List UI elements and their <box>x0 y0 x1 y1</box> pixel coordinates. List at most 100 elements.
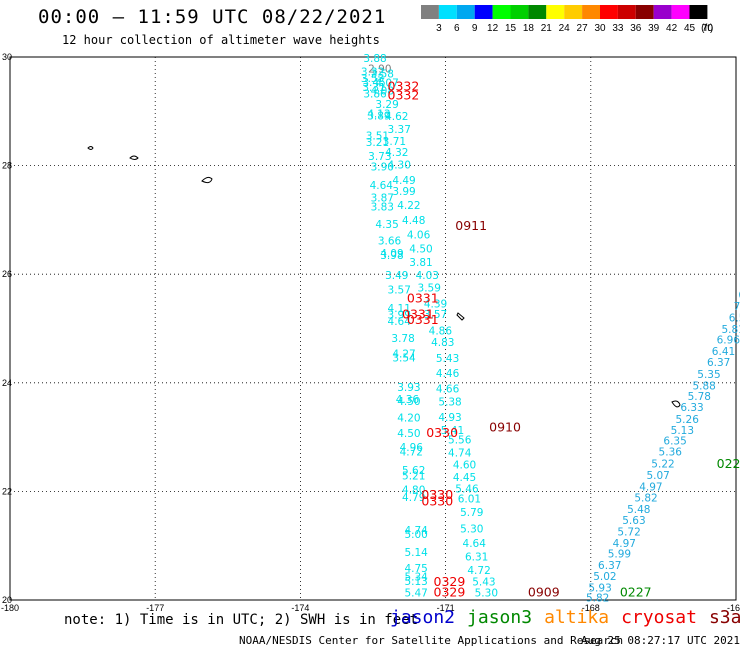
wave-height-obs: 3.32 <box>361 66 384 78</box>
pass-time-label: 0227 <box>620 585 652 600</box>
wave-height-obs: 5.41 <box>441 425 464 437</box>
wave-height-obs: 4.80 <box>402 485 425 497</box>
wave-height-obs: 4.06 <box>407 229 431 241</box>
map-frame <box>9 56 737 601</box>
wave-height-obs: 5.46 <box>455 483 479 495</box>
wave-height-obs: 4.45 <box>453 472 476 484</box>
legend-swatch <box>671 5 690 19</box>
pass-time-label: 0910 <box>489 420 521 435</box>
wave-height-obs: 3.58 <box>371 69 394 81</box>
wave-height-obs: 3.98 <box>380 250 403 262</box>
wave-height-obs: 3.59 <box>418 283 441 295</box>
wave-height-obs: 4.64 <box>370 180 394 192</box>
wave-height-obs: 5.07 <box>646 470 669 482</box>
legend-label: 45 <box>684 23 696 34</box>
pass-time-label: 0330 <box>421 487 453 502</box>
wave-height-obs: 5.13 <box>671 425 694 437</box>
legend-label: 39 <box>648 23 660 34</box>
wave-height-obs: 6.37 <box>598 560 621 572</box>
wave-height-obs: 5.78 <box>688 391 711 403</box>
wave-height-obs: 3.86 <box>363 89 387 101</box>
lon-tick-label: -165 <box>727 603 740 613</box>
wave-height-obs: 4.72 <box>467 565 490 577</box>
wave-height-obs: 5.02 <box>593 571 616 583</box>
lat-tick-label: 26 <box>2 269 12 279</box>
wave-height-obs: 3.78 <box>391 333 414 345</box>
wave-height-obs: 4.11 <box>388 303 411 315</box>
wave-height-obs: 5.88 <box>692 380 715 392</box>
wave-height-obs: 3.51 <box>366 131 389 143</box>
wave-height-obs: 4.97 <box>613 538 636 550</box>
wave-height-obs: 3.83 <box>371 202 394 214</box>
wave-height-obs: 3.21 <box>366 137 389 149</box>
satellite-cryosat: cryosat <box>621 607 697 628</box>
wave-height-obs: 3.90 <box>371 161 394 173</box>
pass-time-label: 0331 <box>407 290 439 305</box>
legend-swatch <box>510 5 529 19</box>
wave-height-obs: 6.37 <box>707 357 730 369</box>
wave-height-obs: 5.30 <box>475 588 498 600</box>
lat-tick-label: 22 <box>2 486 12 496</box>
wave-height-obs: 4.49 <box>392 175 415 187</box>
satellite-altika: altika <box>544 607 610 628</box>
pass-time-label: 0331 <box>407 312 439 327</box>
legend-swatch <box>546 5 565 19</box>
wave-height-obs: 3.49 <box>385 270 408 282</box>
wave-height-obs: 3.73 <box>368 151 391 163</box>
map-subtitle: 12 hour collection of altimeter wave hei… <box>62 33 380 47</box>
wave-height-obs: 6.96 <box>717 335 740 347</box>
wave-height-obs: 3.89 <box>367 110 390 122</box>
legend-unit: (ft) <box>701 23 713 34</box>
wave-height-obs: 3.45 <box>362 77 385 89</box>
wave-height-obs: 3.81 <box>409 257 432 269</box>
wave-height-obs: 4.48 <box>402 215 425 227</box>
satellite-s3a: s3a <box>708 607 740 628</box>
legend-label: 24 <box>559 23 571 34</box>
legend-swatch <box>564 5 583 19</box>
legend-label: 15 <box>505 23 517 34</box>
island-outline <box>129 155 139 160</box>
wave-height-obs: 6.41 <box>712 346 735 358</box>
wave-height-obs: 5.36 <box>659 447 683 459</box>
wave-height-obs: 4.97 <box>639 481 662 493</box>
wave-height-obs: 5.30 <box>460 524 483 536</box>
pass-time-label: 0332 <box>388 79 420 94</box>
wave-height-obs: 3.54 <box>392 353 416 365</box>
wave-height-obs: 3.31 <box>362 82 385 94</box>
legend-label: 42 <box>666 23 678 34</box>
wave-height-obs: 3.87 <box>371 192 394 204</box>
wave-height-obs: 5.72 <box>617 526 640 538</box>
island-outline <box>201 176 213 184</box>
lon-tick-label: -177 <box>146 603 164 613</box>
legend-label: 70 <box>702 23 714 34</box>
legend-swatch <box>492 5 511 19</box>
legend-label: 6 <box>454 23 460 34</box>
wave-height-obs: 5.99 <box>608 549 631 561</box>
wave-height-obs: 3.57 <box>424 309 447 321</box>
legend-label: 12 <box>487 23 499 34</box>
satellite-legend: jason2 jason3 altika cryosat s3a <box>390 607 740 628</box>
wave-height-obs: 6.33 <box>680 402 703 414</box>
legend-label: 30 <box>594 23 606 34</box>
wave-height-obs: 4.75 <box>404 563 427 575</box>
wave-height-obs: 4.96 <box>400 442 424 454</box>
lon-tick-label: -168 <box>582 603 600 613</box>
legend-swatch <box>653 5 672 19</box>
wave-height-obs: 4.74 <box>448 448 472 460</box>
wave-height-obs: 5.34 <box>404 571 428 583</box>
wave-height-obs: 5.47 <box>404 588 427 600</box>
pass-time-label: 0330 <box>421 494 453 509</box>
wave-height-obs: 6.01 <box>458 493 481 505</box>
pass-time-label: 0329 <box>434 574 466 589</box>
wave-height-obs: 4.07 <box>375 77 398 89</box>
wave-height-obs: 4.35 <box>375 219 398 231</box>
legend-label: 18 <box>523 23 535 34</box>
wave-height-obs: 4.36 <box>396 394 420 406</box>
island-outline <box>456 312 465 321</box>
wave-height-obs: 6.5 <box>738 290 740 302</box>
legend-swatch <box>456 5 475 19</box>
legend-label: 27 <box>577 23 589 34</box>
wave-height-obs: 4.08 <box>371 85 394 97</box>
wave-height-obs: 3.99 <box>392 186 415 198</box>
